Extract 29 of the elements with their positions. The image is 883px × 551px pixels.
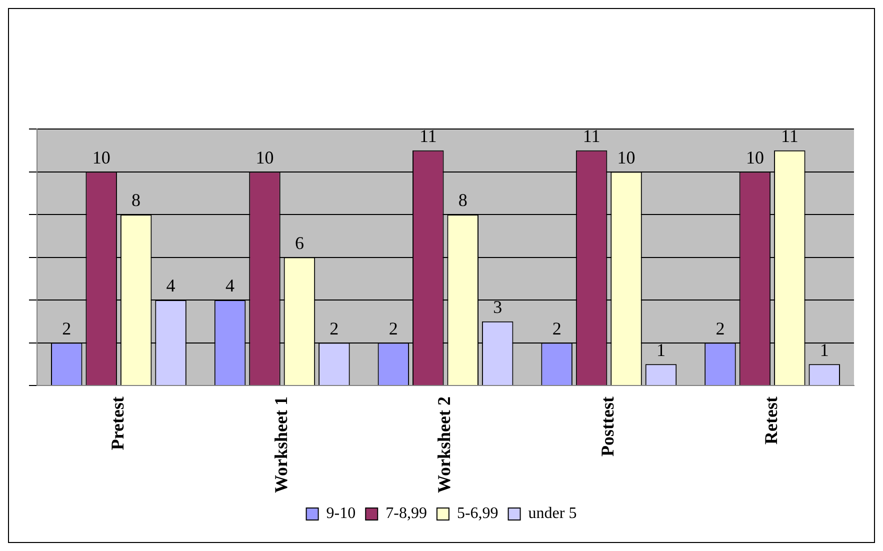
legend-label: 9-10 [326, 505, 356, 522]
data-label: 2 [716, 318, 725, 338]
data-label: 10 [256, 147, 274, 168]
data-label: 11 [419, 126, 437, 146]
data-label: 3 [493, 297, 502, 318]
data-label: 8 [458, 190, 468, 210]
x-tick-label: Worksheet 1 [270, 396, 291, 494]
data-label: 6 [294, 232, 304, 253]
data-label: 2 [388, 318, 398, 338]
data-label: 11 [582, 126, 600, 146]
x-tick-label: Posttest [598, 396, 618, 456]
x-tick-label: Worksheet 2 [434, 396, 454, 494]
data-label: 4 [166, 276, 176, 296]
data-label: 2 [552, 318, 562, 338]
x-tick-label: Retest [760, 396, 781, 444]
data-label: 11 [780, 126, 798, 146]
legend-label: under 5 [528, 505, 577, 522]
data-label: 10 [617, 147, 636, 168]
data-label: 2 [330, 318, 339, 338]
data-label: 10 [746, 147, 764, 168]
data-label: 1 [820, 340, 829, 360]
data-label: 2 [62, 318, 72, 338]
legend-label: 7-8,99 [386, 505, 427, 522]
data-label: 4 [226, 276, 235, 296]
legend-label: 5-6,99 [456, 505, 498, 522]
x-tick-label: Pretest [107, 396, 128, 450]
data-label: 1 [656, 340, 666, 360]
data-label: 10 [92, 147, 110, 168]
data-label: 8 [132, 190, 141, 210]
